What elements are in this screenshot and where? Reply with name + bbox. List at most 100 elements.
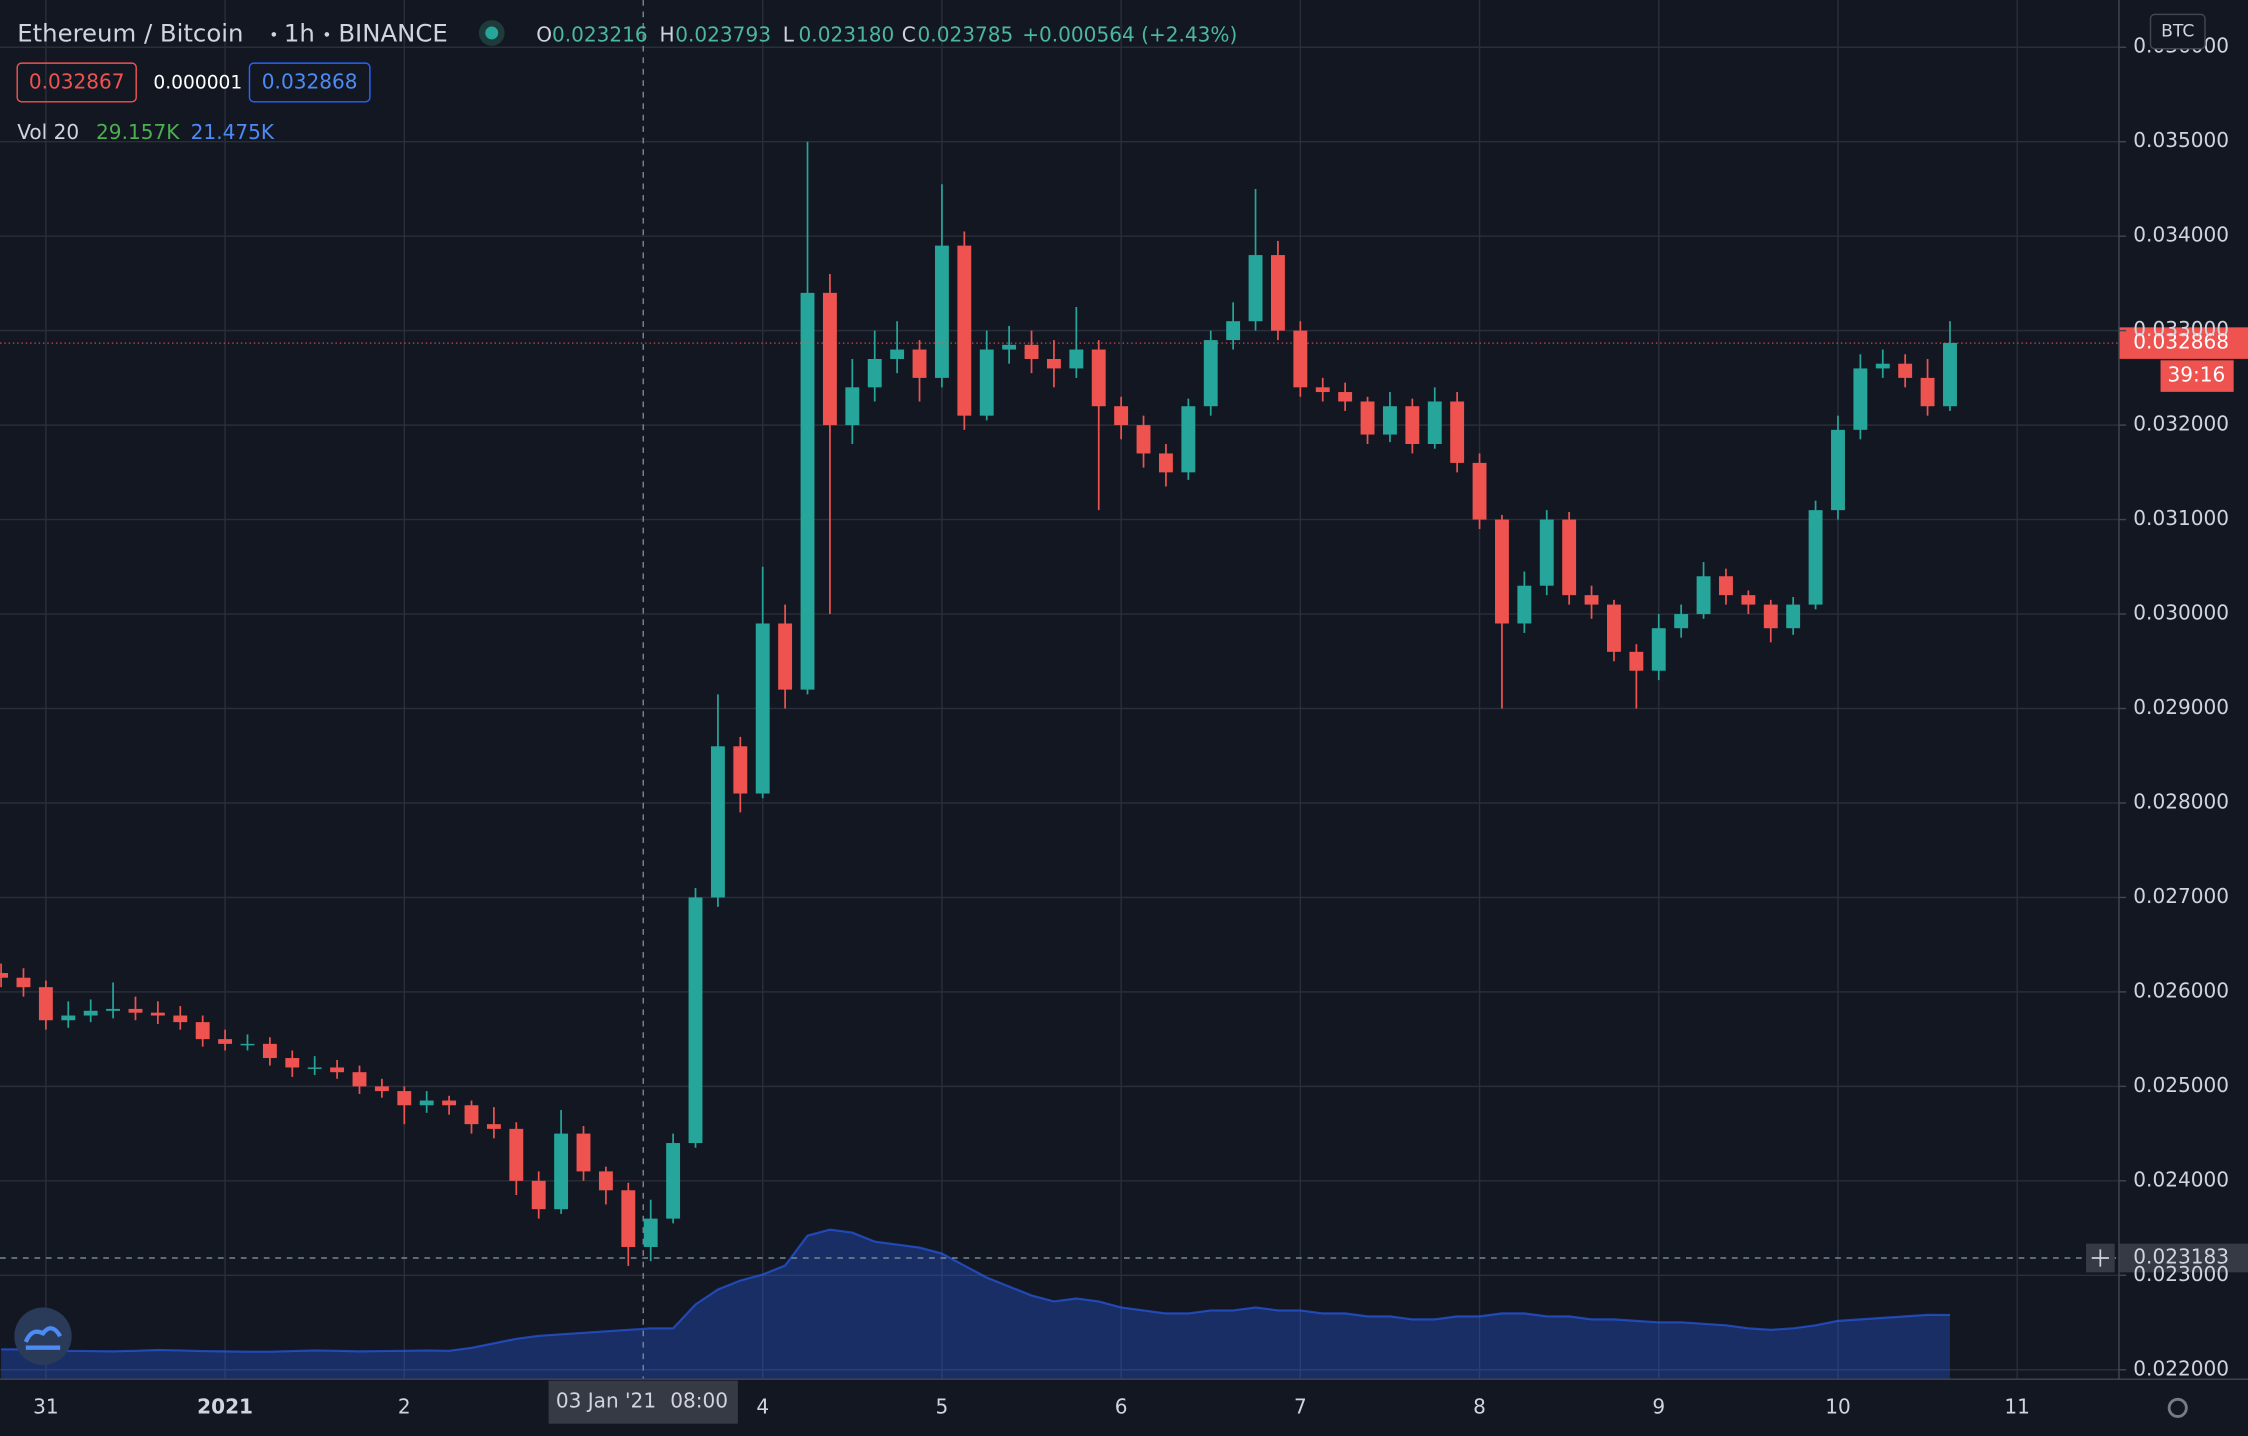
separator	[271, 32, 277, 37]
candle-body	[1181, 406, 1196, 473]
last-price-tag	[2118, 327, 2248, 359]
candle-body	[1584, 595, 1599, 605]
ohlc-value: 0.023785	[918, 22, 1014, 46]
candle-body	[106, 1008, 121, 1011]
candle-body	[1808, 510, 1823, 605]
candle-body	[150, 1012, 165, 1016]
settings[interactable]	[2167, 1397, 2188, 1418]
candle-body	[979, 349, 994, 416]
candle-body	[352, 1072, 367, 1087]
countdown: 39:16	[2167, 363, 2225, 387]
candles	[0, 141, 1957, 1266]
y-tick-label: 0.029000	[2133, 695, 2229, 719]
candle-body	[1539, 519, 1554, 586]
x-tick-label: 31	[33, 1394, 59, 1418]
y-tick-label: 0.028000	[2133, 789, 2229, 813]
y-tick-label: 0.025000	[2133, 1073, 2229, 1097]
ohlc-letter: C	[902, 22, 916, 46]
candle-body	[1562, 519, 1577, 596]
x-tick-label: 2021	[197, 1394, 253, 1418]
candle-body	[1024, 344, 1039, 359]
volume: 29.157K	[96, 120, 180, 144]
logo[interactable]	[14, 1307, 72, 1365]
candle-body	[1450, 401, 1465, 463]
candle-body	[38, 987, 53, 1021]
ask-box[interactable]	[248, 62, 371, 103]
exchange: BINANCE	[338, 18, 447, 47]
candle-body	[1495, 519, 1509, 624]
candle-body	[1069, 349, 1084, 369]
candle-body	[554, 1133, 569, 1210]
candle-body	[621, 1190, 636, 1247]
ohlc-letter: L	[783, 22, 795, 46]
volume-ma-line	[1, 1228, 1950, 1353]
candle-body	[1943, 342, 1957, 407]
candle-body	[934, 245, 949, 378]
candle-body	[531, 1180, 546, 1210]
ask: 0.032868	[262, 70, 358, 94]
y-tick-label: 0.026000	[2133, 978, 2229, 1002]
ohlc-letter: H	[659, 22, 674, 46]
crosshair-time-tag	[548, 1380, 738, 1424]
candle-body	[1875, 363, 1890, 369]
candle-body	[778, 623, 793, 690]
candle-body	[733, 746, 748, 794]
y-tick-label: 0.023000	[2133, 1262, 2229, 1286]
candle-body	[307, 1067, 322, 1069]
crosshair-time-label: 08:00	[670, 1389, 728, 1413]
ohlc-value: 0.023180	[799, 22, 895, 46]
candle-body	[957, 245, 972, 416]
candle-body	[1674, 614, 1689, 629]
candle-body	[1002, 344, 1017, 350]
y-tick-label: 0.032000	[2133, 412, 2229, 436]
candle-body	[330, 1067, 345, 1073]
volume-pane	[1, 1228, 1950, 1380]
candle-body	[61, 1015, 76, 1021]
candle-body	[1831, 429, 1845, 511]
x-tick-label: 7	[1294, 1394, 1307, 1418]
candle-body	[0, 973, 9, 978]
ohlc-letter: O	[536, 22, 552, 46]
bid-box[interactable]	[16, 62, 137, 103]
x-tick-label: 6	[1115, 1394, 1128, 1418]
currency-box[interactable]	[2149, 13, 2206, 50]
y-tick-label: 0.033000	[2133, 317, 2229, 341]
candle-body	[419, 1100, 434, 1106]
y-tick-label: 0.031000	[2133, 506, 2229, 530]
candle-body	[486, 1124, 501, 1129]
candle-body	[1315, 387, 1330, 393]
candle-body	[890, 349, 905, 359]
y-tick-label: 0.022000	[2133, 1356, 2229, 1380]
candle-body	[1405, 406, 1420, 445]
crosshair-date-label: 03 Jan '21	[556, 1389, 656, 1413]
candle-body	[1607, 604, 1621, 652]
candle-body	[173, 1015, 188, 1023]
candle-body	[1696, 576, 1711, 615]
candle-body	[285, 1058, 300, 1068]
logo-mark	[23, 1326, 63, 1350]
y-tick-label: 0.034000	[2133, 223, 2229, 247]
candle-body	[666, 1143, 681, 1219]
candle-body	[822, 292, 837, 426]
candle-body	[1629, 651, 1644, 671]
candle-body	[1270, 255, 1285, 331]
candle-body	[1517, 585, 1532, 624]
candle-body	[240, 1043, 255, 1046]
candle-body	[576, 1133, 591, 1172]
x-tick-label: 4	[756, 1394, 769, 1418]
candle-body	[1360, 401, 1375, 435]
candle-body	[688, 897, 703, 1144]
y-tick-label: 0.035000	[2133, 128, 2229, 152]
candle-body	[1203, 340, 1218, 407]
volume-ma-area	[1, 1229, 1950, 1380]
grid	[0, 0, 2119, 1380]
volume-ma: 21.475K	[191, 120, 275, 144]
axes: 0.022000 0.023000 0.024000 0.025000 0.026000…	[33, 34, 2229, 1419]
spread: 0.000001	[153, 73, 242, 94]
candle-body	[755, 623, 770, 794]
candle-body	[710, 746, 725, 898]
ohlc-value: 0.023793	[675, 22, 771, 46]
candle-body	[1920, 377, 1935, 407]
x-tick-label: 8	[1473, 1394, 1486, 1418]
